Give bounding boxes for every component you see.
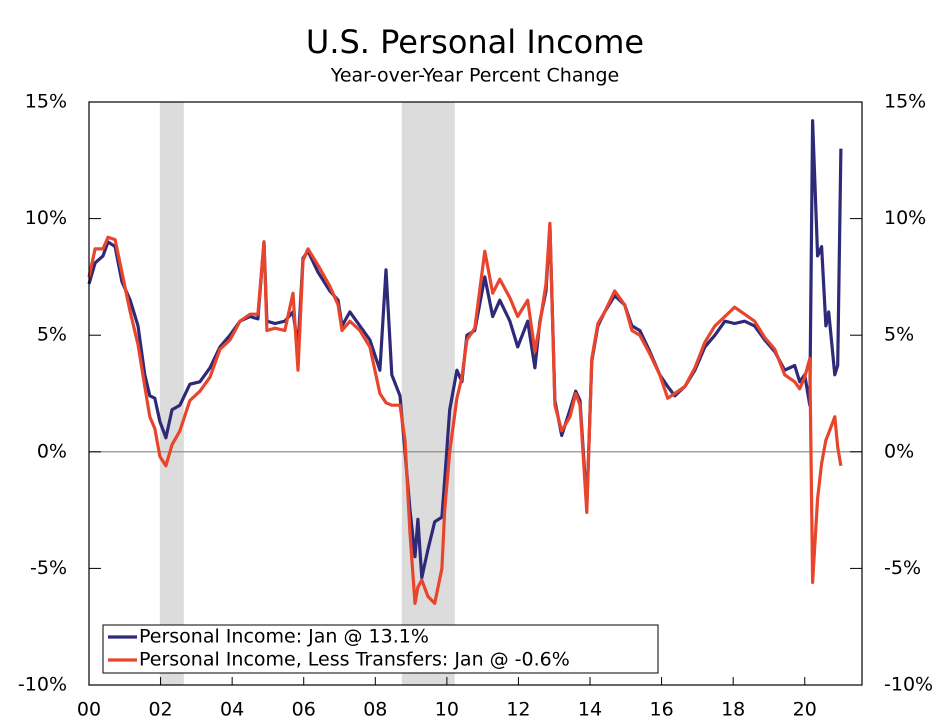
y2-tick-label: 5% (884, 324, 914, 346)
series-line (87, 221, 843, 605)
y-tick-label: 10% (25, 207, 67, 229)
legend-box (102, 624, 659, 674)
x-tick-label: 04 (220, 699, 244, 721)
y2-tick-label: 0% (884, 440, 914, 462)
plot-frame (88, 101, 863, 686)
legend-label: Personal Income, Less Transfers: Jan @ -… (139, 649, 570, 671)
x-tick-label: 16 (649, 699, 673, 721)
recession-band (159, 102, 184, 685)
x-tick-label: 10 (435, 699, 459, 721)
x-tick-label: 06 (292, 699, 316, 721)
x-tick-label: 18 (721, 699, 745, 721)
y-tick-label: -10% (18, 674, 67, 696)
x-tick-label: 20 (793, 699, 817, 721)
recession-band (401, 102, 455, 685)
x-tick-label: 02 (148, 699, 172, 721)
x-tick-label: 14 (578, 699, 602, 721)
y-tick-label: 0% (37, 440, 67, 462)
y-tick-label: -5% (30, 557, 67, 579)
y-tick-label: 15% (25, 91, 67, 113)
y2-tick-label: -10% (884, 674, 933, 696)
x-tick-label: 08 (363, 699, 387, 721)
chart-title: U.S. Personal Income (306, 23, 644, 61)
series-line (87, 119, 843, 580)
y2-tick-label: 10% (884, 207, 926, 229)
x-tick-label: 12 (506, 699, 530, 721)
legend-label: Personal Income: Jan @ 13.1% (139, 626, 429, 648)
x-tick-label: 00 (77, 699, 101, 721)
chart-subtitle: Year-over-Year Percent Change (330, 65, 620, 87)
y2-tick-label: -5% (884, 557, 921, 579)
y2-tick-label: 15% (884, 91, 926, 113)
y-tick-label: 5% (37, 324, 67, 346)
